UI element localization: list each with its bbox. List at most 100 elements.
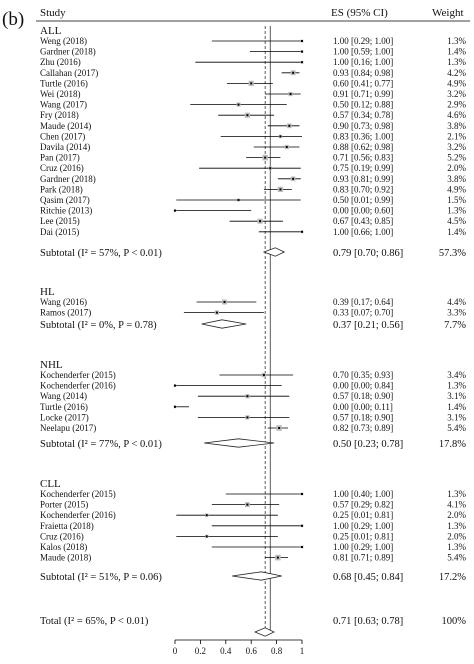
x-tick-label: 0.6 bbox=[246, 646, 258, 656]
es-value: 0.91 [0.71; 0.99] bbox=[333, 89, 393, 99]
point-estimate bbox=[215, 311, 218, 314]
weight-value: 5.2% bbox=[447, 153, 466, 163]
study-label: Ramos (2017) bbox=[40, 308, 91, 318]
weight-value: 2.1% bbox=[447, 131, 466, 141]
es-value: 0.00 [0.00; 0.84] bbox=[333, 381, 393, 391]
weight-value: 3.2% bbox=[447, 89, 466, 99]
es-value: 0.57 [0.34; 0.78] bbox=[333, 110, 393, 120]
point-estimate bbox=[237, 103, 240, 106]
es-value: 0.00 [0.00; 0.11] bbox=[333, 402, 393, 412]
weight-value: 4.6% bbox=[447, 110, 466, 120]
es-value: 0.00 [0.00; 0.60] bbox=[333, 206, 393, 216]
es-value: 0.88 [0.62; 0.98] bbox=[333, 142, 393, 152]
group-title-all: ALL bbox=[40, 25, 62, 37]
weight-value: 5.4% bbox=[447, 553, 466, 563]
subtotal-weight-value: 17.2% bbox=[439, 572, 466, 583]
point-estimate bbox=[246, 416, 249, 419]
study-label: Wang (2014) bbox=[40, 391, 87, 401]
point-estimate bbox=[174, 384, 176, 387]
point-estimate bbox=[301, 524, 303, 527]
subtotal-weight-value: 17.8% bbox=[439, 439, 466, 450]
es-value: 0.90 [0.73; 0.98] bbox=[333, 121, 393, 131]
header-es: ES (95% CI) bbox=[331, 7, 388, 19]
es-value: 0.50 [0.12; 0.88] bbox=[333, 100, 393, 110]
x-tick-label: 0 bbox=[173, 646, 178, 656]
point-estimate bbox=[278, 427, 281, 429]
point-estimate bbox=[205, 535, 208, 538]
subtotal-diamond bbox=[201, 319, 247, 329]
total-es-value: 0.71 [0.63; 0.78] bbox=[333, 616, 403, 627]
point-estimate bbox=[301, 230, 303, 233]
weight-value: 3.1% bbox=[447, 412, 466, 422]
weight-value: 4.4% bbox=[447, 297, 466, 307]
study-label: Neelapu (2017) bbox=[40, 423, 96, 433]
study-label: Lee (2015) bbox=[40, 216, 80, 226]
study-label: Park (2018) bbox=[40, 184, 83, 194]
point-estimate bbox=[301, 493, 303, 495]
study-label: Kochenderfer (2015) bbox=[40, 370, 116, 380]
es-value: 0.25 [0.01; 0.81] bbox=[333, 510, 393, 520]
x-tick-label: 0.8 bbox=[271, 646, 283, 656]
point-estimate bbox=[301, 40, 303, 42]
study-label: Gardner (2018) bbox=[40, 47, 96, 57]
study-label: Cruz (2016) bbox=[40, 531, 84, 541]
subtotal-es-value: 0.79 [0.70; 0.86] bbox=[333, 248, 403, 259]
subtotal-weight-value: 57.3% bbox=[439, 248, 466, 259]
study-label: Wang (2017) bbox=[40, 100, 87, 110]
subtotal-diamond bbox=[204, 438, 275, 448]
weight-value: 3.2% bbox=[447, 142, 466, 152]
es-value: 0.57 [0.18; 0.90] bbox=[333, 412, 393, 422]
es-value: 0.83 [0.70; 0.92] bbox=[333, 184, 393, 194]
point-estimate bbox=[205, 514, 208, 517]
total-label: Total (I² = 65%, P < 0.01) bbox=[40, 616, 149, 627]
header-study: Study bbox=[40, 7, 66, 19]
subtotal-label: Subtotal (I² = 57%, P < 0.01) bbox=[40, 248, 162, 259]
es-value: 1.00 [0.29; 1.00] bbox=[333, 521, 393, 531]
study-label: Kochenderfer (2015) bbox=[40, 489, 116, 499]
point-estimate bbox=[269, 167, 272, 170]
point-estimate bbox=[246, 395, 249, 398]
x-tick-label: 1 bbox=[300, 646, 305, 656]
subtotal-weight-value: 7.7% bbox=[444, 320, 466, 331]
weight-value: 3.1% bbox=[447, 391, 466, 401]
point-estimate bbox=[250, 82, 253, 85]
weight-value: 2.0% bbox=[447, 163, 466, 173]
es-value: 0.82 [0.73; 0.89] bbox=[333, 423, 393, 433]
group-title-cll: CLL bbox=[40, 478, 61, 490]
study-label: Pan (2017) bbox=[40, 153, 80, 163]
study-label: Kochenderfer (2016) bbox=[40, 510, 116, 520]
es-value: 0.57 [0.29; 0.82] bbox=[333, 500, 393, 510]
es-value: 1.00 [0.66; 1.00] bbox=[333, 227, 393, 237]
point-estimate bbox=[301, 50, 303, 53]
point-estimate bbox=[301, 546, 303, 548]
es-value: 1.00 [0.29; 1.00] bbox=[333, 542, 393, 552]
es-value: 0.83 [0.36; 1.00] bbox=[333, 131, 393, 141]
es-value: 1.00 [0.40; 1.00] bbox=[333, 489, 393, 499]
study-label: Callahan (2017) bbox=[40, 68, 98, 78]
subtotal-es-value: 0.50 [0.23; 0.78] bbox=[333, 439, 403, 450]
weight-value: 2.0% bbox=[447, 510, 466, 520]
x-tick-label: 0.2 bbox=[195, 646, 206, 656]
es-value: 1.00 [0.16; 1.00] bbox=[333, 57, 393, 67]
study-label: Zhu (2016) bbox=[40, 57, 81, 67]
weight-value: 1.5% bbox=[447, 195, 466, 205]
study-label: Dai (2015) bbox=[40, 227, 79, 237]
weight-value: 1.3% bbox=[447, 521, 466, 531]
es-value: 0.50 [0.01; 0.99] bbox=[333, 195, 393, 205]
study-label: Kochenderfer (2016) bbox=[40, 381, 116, 391]
study-label: Maude (2018) bbox=[40, 553, 91, 563]
es-value: 0.93 [0.81; 0.99] bbox=[333, 174, 393, 184]
total-weight-value: 100% bbox=[442, 616, 467, 627]
es-value: 1.00 [0.29; 1.00] bbox=[333, 36, 393, 46]
study-label: Wang (2016) bbox=[40, 297, 87, 307]
panel-label: (b) bbox=[2, 9, 24, 30]
weight-value: 4.9% bbox=[447, 184, 466, 194]
point-estimate bbox=[289, 93, 292, 95]
study-label: Ritchie (2013) bbox=[40, 206, 92, 216]
study-label: Fry (2018) bbox=[40, 110, 79, 120]
subtotal-diamond bbox=[262, 247, 286, 257]
point-estimate bbox=[237, 199, 240, 201]
weight-value: 3.3% bbox=[447, 308, 466, 318]
subtotal-diamond bbox=[232, 571, 282, 581]
